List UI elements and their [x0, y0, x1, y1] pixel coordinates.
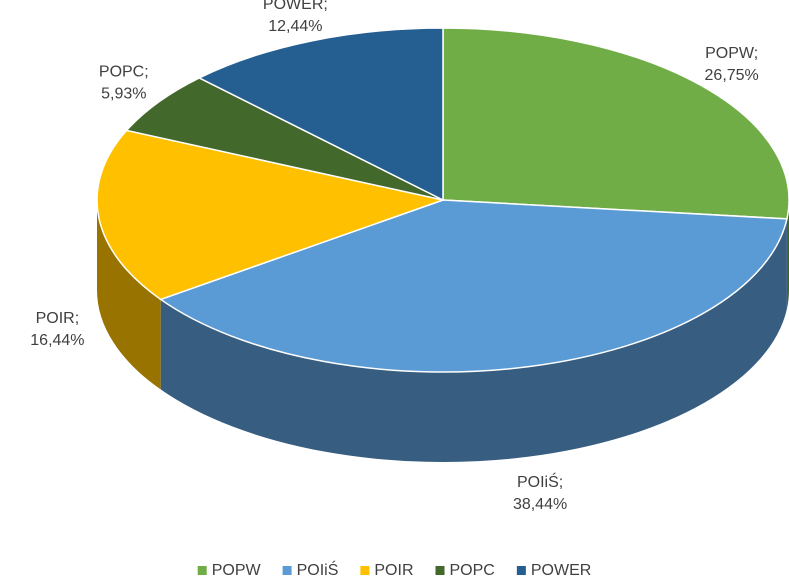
legend-label: POWER — [531, 562, 591, 579]
data-label-value: 5,93% — [101, 86, 146, 103]
legend-swatch — [282, 566, 292, 575]
slice — [125, 77, 444, 201]
data-label: POIiŚ; 38,44% — [513, 472, 567, 513]
data-label: POPC; 5,93% — [99, 64, 149, 103]
data-label-value: 26,75% — [705, 67, 759, 84]
legend-item: POPC — [435, 562, 495, 579]
legend-swatch — [516, 566, 526, 575]
legend-swatch — [435, 566, 445, 575]
data-label-separator: ; — [75, 310, 79, 327]
data-label-separator: ; — [323, 0, 327, 13]
legend-item: POIiŚ — [282, 560, 339, 579]
data-label-category: POPW — [705, 45, 755, 62]
slice — [159, 199, 788, 373]
legend-swatch — [197, 566, 207, 575]
legend-swatch — [360, 566, 370, 575]
legend-label: POIR — [374, 562, 413, 579]
legend-label: POIiŚ — [297, 560, 339, 579]
legend-label: POPW — [212, 562, 262, 579]
legend-item: POPW — [197, 562, 262, 579]
slice — [442, 27, 789, 220]
slice-side — [97, 200, 161, 390]
slice-side — [160, 218, 787, 462]
data-label-category: POPC — [99, 64, 144, 81]
data-label-category: POIR — [36, 310, 75, 327]
slice-side — [786, 200, 789, 309]
legend-item: POIR — [360, 562, 414, 579]
legend-item: POWER — [516, 562, 591, 579]
data-label: POWER; 12,44% — [263, 0, 328, 35]
data-label-value: 38,44% — [513, 496, 567, 513]
slice — [197, 27, 444, 202]
data-label-separator: ; — [754, 45, 758, 62]
data-label-category: POWER — [263, 0, 323, 13]
data-label-value: 12,44% — [268, 18, 322, 35]
data-label-separator: ; — [559, 474, 563, 491]
data-label-separator: ; — [144, 64, 148, 81]
data-label: POPW; 26,75% — [705, 45, 759, 84]
data-label: POIR; 16,44% — [30, 310, 84, 349]
data-label-category: POIiŚ — [517, 472, 559, 491]
data-label-value: 16,44% — [30, 332, 84, 349]
legend-label: POPC — [450, 562, 495, 579]
slice — [96, 129, 446, 301]
